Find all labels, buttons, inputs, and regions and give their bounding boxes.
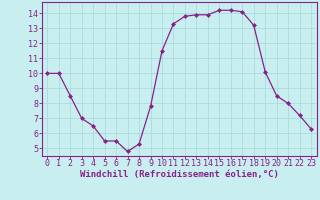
- X-axis label: Windchill (Refroidissement éolien,°C): Windchill (Refroidissement éolien,°C): [80, 170, 279, 179]
